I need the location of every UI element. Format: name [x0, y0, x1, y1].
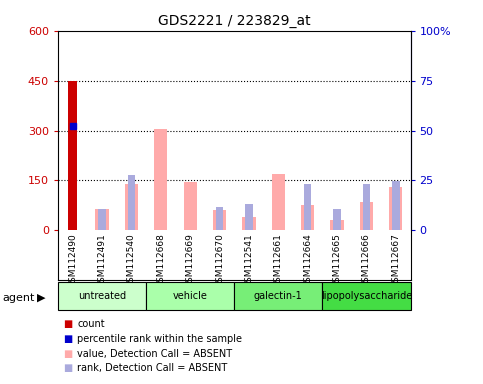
Text: percentile rank within the sample: percentile rank within the sample [77, 334, 242, 344]
Text: GSM112668: GSM112668 [156, 233, 165, 288]
Text: value, Detection Call = ABSENT: value, Detection Call = ABSENT [77, 349, 232, 359]
Text: GSM112665: GSM112665 [333, 233, 341, 288]
Bar [205, 31, 234, 230]
Bar [330, 220, 344, 230]
Bar [381, 31, 411, 230]
Text: untreated: untreated [78, 291, 126, 301]
Text: lipopolysaccharide: lipopolysaccharide [321, 291, 412, 301]
Bar [234, 31, 264, 230]
Bar [216, 207, 223, 230]
Bar [323, 31, 352, 230]
Text: ▶: ▶ [37, 293, 45, 303]
Bar [234, 31, 264, 230]
Bar [272, 174, 285, 230]
Bar [117, 31, 146, 230]
Text: ■: ■ [63, 334, 72, 344]
Bar [128, 175, 135, 230]
Bar [154, 129, 168, 230]
Text: ■: ■ [63, 363, 72, 373]
Bar [87, 31, 117, 230]
Text: GSM112667: GSM112667 [391, 233, 400, 288]
Bar [381, 31, 411, 230]
Bar [68, 81, 77, 230]
FancyBboxPatch shape [234, 282, 323, 310]
Bar [352, 31, 381, 230]
Bar [293, 31, 323, 230]
Text: ■: ■ [63, 319, 72, 329]
Bar [184, 182, 197, 230]
Text: GSM112666: GSM112666 [362, 233, 371, 288]
Bar [146, 31, 175, 230]
Text: GSM112661: GSM112661 [274, 233, 283, 288]
Bar [96, 209, 109, 230]
Bar [87, 31, 117, 230]
Bar [389, 187, 402, 230]
Bar [117, 31, 146, 230]
FancyBboxPatch shape [323, 282, 411, 310]
Bar [175, 31, 205, 230]
Bar [293, 31, 323, 230]
Bar [58, 31, 87, 230]
Text: GSM112541: GSM112541 [244, 233, 254, 288]
Text: GSM112670: GSM112670 [215, 233, 224, 288]
Bar [360, 202, 373, 230]
Bar [323, 31, 352, 230]
Bar [352, 31, 381, 230]
Bar [333, 209, 341, 230]
Title: GDS2221 / 223829_at: GDS2221 / 223829_at [158, 14, 311, 28]
Bar [175, 31, 205, 230]
Text: GSM112664: GSM112664 [303, 233, 312, 288]
Bar [205, 31, 234, 230]
Bar [125, 184, 138, 230]
Text: galectin-1: galectin-1 [254, 291, 303, 301]
Bar [301, 205, 314, 230]
Bar [264, 31, 293, 230]
Text: GSM112491: GSM112491 [98, 233, 107, 288]
Bar [392, 181, 399, 230]
Text: count: count [77, 319, 105, 329]
FancyBboxPatch shape [146, 282, 234, 310]
Bar [245, 204, 253, 230]
Text: agent: agent [2, 293, 35, 303]
Text: ■: ■ [63, 349, 72, 359]
Text: GSM112669: GSM112669 [185, 233, 195, 288]
Text: rank, Detection Call = ABSENT: rank, Detection Call = ABSENT [77, 363, 227, 373]
Bar [146, 31, 175, 230]
FancyBboxPatch shape [58, 282, 146, 310]
Bar [304, 184, 312, 230]
Text: GSM112540: GSM112540 [127, 233, 136, 288]
Bar [213, 210, 226, 230]
Text: GSM112490: GSM112490 [68, 233, 77, 288]
Bar [264, 31, 293, 230]
Bar [99, 209, 106, 230]
Bar [242, 217, 256, 230]
Bar [58, 31, 87, 230]
Bar [363, 184, 370, 230]
Text: vehicle: vehicle [173, 291, 208, 301]
